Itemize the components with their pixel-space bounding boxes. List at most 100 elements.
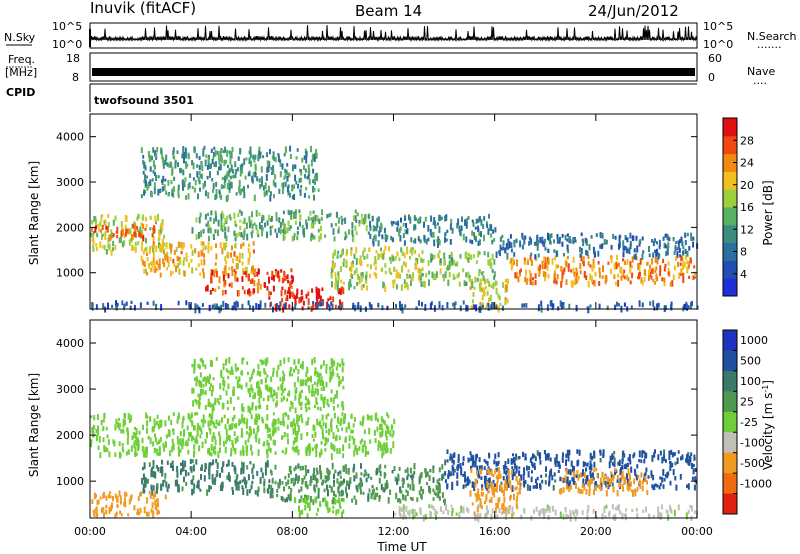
power-cell (234, 173, 237, 179)
velocity-cell (470, 465, 472, 470)
velocity-cell (132, 432, 135, 439)
velocity-cell (540, 474, 543, 478)
power-cell (194, 248, 197, 254)
power-cell (198, 156, 201, 161)
velocity-cell (342, 509, 345, 514)
velocity-cell (210, 452, 213, 457)
velocity-cell (578, 449, 581, 456)
beam-title: Beam 14 (355, 2, 422, 20)
power-cell (526, 258, 529, 264)
power-cell (210, 246, 213, 251)
power-colorbar-segment (723, 135, 737, 155)
power-cell (586, 250, 589, 256)
power-cell (652, 241, 655, 247)
power-cell (651, 239, 654, 243)
power-cell (264, 222, 266, 228)
power-cell (140, 245, 143, 251)
power-cell (668, 237, 671, 241)
velocity-cell (207, 403, 210, 407)
velocity-cell (198, 445, 201, 452)
velocity-cell (485, 483, 488, 490)
velocity-cell (603, 506, 606, 513)
velocity-cell (653, 484, 656, 490)
power-cell (96, 232, 99, 238)
power-cell (415, 257, 418, 262)
power-cell (146, 301, 149, 305)
velocity-cell (316, 470, 319, 475)
power-cell (376, 223, 379, 229)
power-cell (494, 227, 497, 233)
power-cell (202, 151, 205, 157)
velocity-cell (406, 467, 409, 474)
power-cell (450, 251, 453, 256)
velocity-cell (211, 478, 214, 484)
velocity-cell (507, 476, 510, 483)
power-cell (556, 234, 559, 239)
velocity-cell (189, 458, 192, 462)
velocity-cell (513, 460, 516, 466)
x-tick-label-5: 20:00 (580, 525, 612, 538)
power-cell (266, 160, 269, 166)
power-cell (525, 278, 528, 285)
velocity-cell (296, 445, 299, 450)
velocity-cell (176, 418, 179, 424)
velocity-cell (501, 503, 504, 510)
velocity-cell (191, 363, 194, 368)
power-cell (546, 264, 549, 271)
power-cell (91, 302, 94, 306)
velocity-cell (124, 501, 127, 508)
velocity-cell (383, 472, 386, 479)
velocity-cell (241, 479, 244, 483)
x-tick-label-2: 08:00 (276, 525, 308, 538)
power-cell (377, 302, 380, 308)
power-cell (149, 166, 152, 172)
velocity-cell (152, 426, 155, 432)
power-cell (187, 193, 190, 200)
velocity-cell (245, 449, 248, 456)
velocity-cell (636, 512, 639, 519)
power-cell (687, 305, 690, 309)
velocity-cell (189, 431, 192, 437)
velocity-cell (361, 422, 364, 427)
power-cell (237, 262, 239, 269)
power-cell (198, 216, 201, 224)
velocity-cell (503, 469, 506, 474)
power-cell (182, 260, 185, 266)
velocity-cell (152, 510, 155, 518)
velocity-cell (308, 406, 311, 410)
power-cell (244, 266, 247, 273)
power-cell (404, 229, 407, 235)
velocity-cell (650, 470, 653, 476)
velocity-cell (282, 413, 285, 420)
velocity-cell (379, 442, 382, 448)
power-cell (277, 227, 280, 233)
power-cell (519, 240, 522, 248)
velocity-cell (444, 471, 447, 476)
power-cell (242, 242, 245, 247)
power-cell (404, 284, 407, 288)
power-cell (396, 227, 399, 232)
velocity-cell (294, 477, 297, 485)
velocity-cell (450, 504, 453, 508)
velocity-cell (245, 431, 248, 435)
power-cell (622, 251, 625, 258)
velocity-colorbar-label: Velocity [m s-1] (761, 380, 776, 470)
power-cell (493, 275, 496, 280)
power-cell (537, 253, 540, 258)
velocity-cell (249, 461, 252, 465)
power-cell (263, 282, 266, 288)
power-cell (172, 147, 175, 153)
velocity-cell (301, 389, 304, 393)
velocity-cell (343, 418, 346, 424)
velocity-cell (673, 509, 676, 517)
velocity-cell (241, 461, 244, 467)
power-cell (224, 290, 227, 295)
velocity-cell (314, 474, 317, 481)
velocity-cell (326, 467, 329, 474)
power-cell (553, 249, 556, 253)
power-cell (288, 287, 291, 294)
velocity-cell (637, 474, 640, 479)
power-cell (163, 250, 165, 255)
power-cell (587, 254, 590, 260)
velocity-cell (479, 498, 482, 505)
